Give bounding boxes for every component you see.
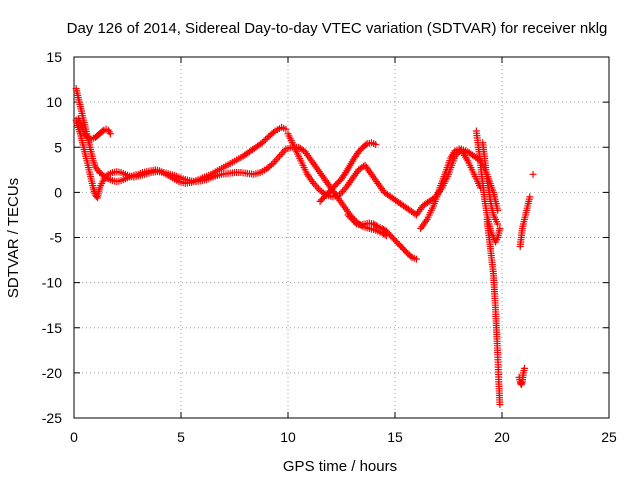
y-tick-label: -15 xyxy=(42,320,62,336)
x-tick-label: 25 xyxy=(601,429,617,445)
data-point xyxy=(272,156,280,164)
data-point xyxy=(372,141,380,149)
data-point xyxy=(496,224,504,232)
series-track-13 xyxy=(529,170,537,178)
series-track-10 xyxy=(479,139,502,228)
data-point xyxy=(529,170,537,178)
y-axis-label: SDTVAR / TECUs xyxy=(5,178,22,298)
series-track-6 xyxy=(344,211,420,263)
x-tick-label: 10 xyxy=(280,429,296,445)
data-point xyxy=(275,152,283,160)
x-tick-label: 15 xyxy=(387,429,403,445)
data-point xyxy=(526,193,534,201)
data-point xyxy=(262,136,270,144)
tick-layer: 0 5 10 15 20 25 -25 -20 -15 -10 -5 0 5 10 15 xyxy=(42,49,617,445)
data-point xyxy=(520,364,528,372)
series-track-1 xyxy=(72,85,290,187)
data-point xyxy=(412,255,420,263)
series-track-9 xyxy=(483,215,504,408)
chart-title: Day 126 of 2014, Sidereal Day-to-day VTE… xyxy=(67,20,608,37)
y-tick-label: 5 xyxy=(54,139,62,155)
data-point xyxy=(494,220,502,228)
series-track-7 xyxy=(417,145,485,232)
y-tick-label: -5 xyxy=(50,230,63,246)
data-point xyxy=(271,158,279,166)
x-tick-label: 20 xyxy=(494,429,510,445)
data-point xyxy=(279,149,287,157)
data-point xyxy=(351,218,359,226)
data-point xyxy=(372,222,380,230)
data-point xyxy=(267,161,275,169)
data-point xyxy=(270,128,278,136)
data-point xyxy=(496,400,504,408)
series-track-11 xyxy=(515,364,528,389)
x-tick-label: 5 xyxy=(177,429,185,445)
y-tick-label: -25 xyxy=(42,410,62,426)
data-point xyxy=(362,141,370,149)
x-axis-label: GPS time / hours xyxy=(283,458,397,475)
data-point xyxy=(339,187,347,195)
x-tick-label: 0 xyxy=(70,429,78,445)
data-point xyxy=(407,252,415,260)
y-tick-label: 0 xyxy=(54,184,62,200)
series-track-5 xyxy=(316,139,380,205)
y-tick-label: 15 xyxy=(46,49,62,65)
y-tick-label: 10 xyxy=(46,94,62,110)
data-point xyxy=(258,139,266,147)
data-point xyxy=(277,150,285,158)
series-track-3 xyxy=(74,114,114,143)
grid-layer xyxy=(74,57,609,418)
series-track-12 xyxy=(516,193,534,251)
data-point xyxy=(282,125,290,133)
y-tick-label: -10 xyxy=(42,275,62,291)
data-marks xyxy=(72,85,537,408)
series-track-4 xyxy=(284,130,502,219)
data-point xyxy=(106,130,114,138)
data-point xyxy=(260,137,268,145)
data-point xyxy=(274,154,282,162)
y-tick-label: -20 xyxy=(42,365,62,381)
data-point xyxy=(313,183,321,191)
data-point xyxy=(103,172,111,180)
